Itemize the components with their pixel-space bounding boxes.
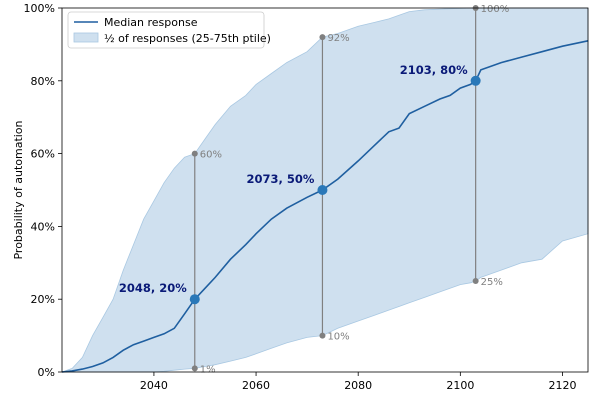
x-tick-label-3: 2100 (446, 379, 474, 392)
highlight-marker-0 (189, 294, 200, 305)
markers-layer (189, 75, 481, 305)
range-high-point-0 (191, 150, 198, 157)
range-high-label-2: 100% (481, 4, 510, 15)
legend-box (67, 11, 265, 49)
x-tick-label-2: 2080 (344, 379, 372, 392)
highlight-label-2: 2103, 80% (400, 63, 468, 77)
range-high-label-1: 92% (327, 33, 349, 44)
highlight-label-0: 2048, 20% (119, 281, 187, 295)
y-tick-label-0: 0% (38, 366, 55, 379)
highlight-marker-1 (317, 185, 328, 195)
range-low-label-0: 1% (200, 364, 216, 375)
highlight-marker-2 (470, 75, 481, 86)
range-low-label-2: 25% (481, 277, 503, 288)
legend-median-label: Median response (104, 16, 198, 29)
range-low-point-0 (191, 365, 198, 372)
range-high-label-0: 60% (200, 150, 222, 161)
y-axis: 0% 20% 40% 60% 80% 100% (24, 2, 62, 379)
highlight-label-1: 2073, 50% (247, 172, 315, 186)
y-tick-label-5: 100% (24, 2, 55, 15)
range-high-point-1 (319, 34, 326, 41)
legend-band-swatch (73, 32, 99, 43)
x-axis: 2040 2060 2080 2100 2120 (140, 372, 576, 392)
y-tick-label-4: 80% (31, 75, 55, 88)
plot-frame (61, 7, 589, 373)
legend: Median response ½ of responses (25-75th … (67, 11, 271, 49)
range-low-point-1 (319, 332, 326, 339)
x-tick-label-1: 2060 (242, 379, 270, 392)
range-low-label-1: 10% (327, 332, 349, 343)
y-tick-label-1: 20% (31, 293, 55, 306)
y-tick-label-3: 60% (31, 148, 55, 161)
y-tick-label-2: 40% (31, 220, 55, 233)
range-low-point-2 (472, 278, 479, 284)
labels-layer: 1% 60% 10% 92% 25% 100% 2048, 20% 2073, 50% 2103… (119, 4, 509, 375)
y-axis-label: Probability of automation (12, 120, 25, 259)
x-tick-label-0: 2040 (140, 379, 168, 392)
legend-band-label: ½ of responses (25-75th ptile) (104, 32, 271, 45)
x-tick-label-4: 2120 (548, 379, 576, 392)
